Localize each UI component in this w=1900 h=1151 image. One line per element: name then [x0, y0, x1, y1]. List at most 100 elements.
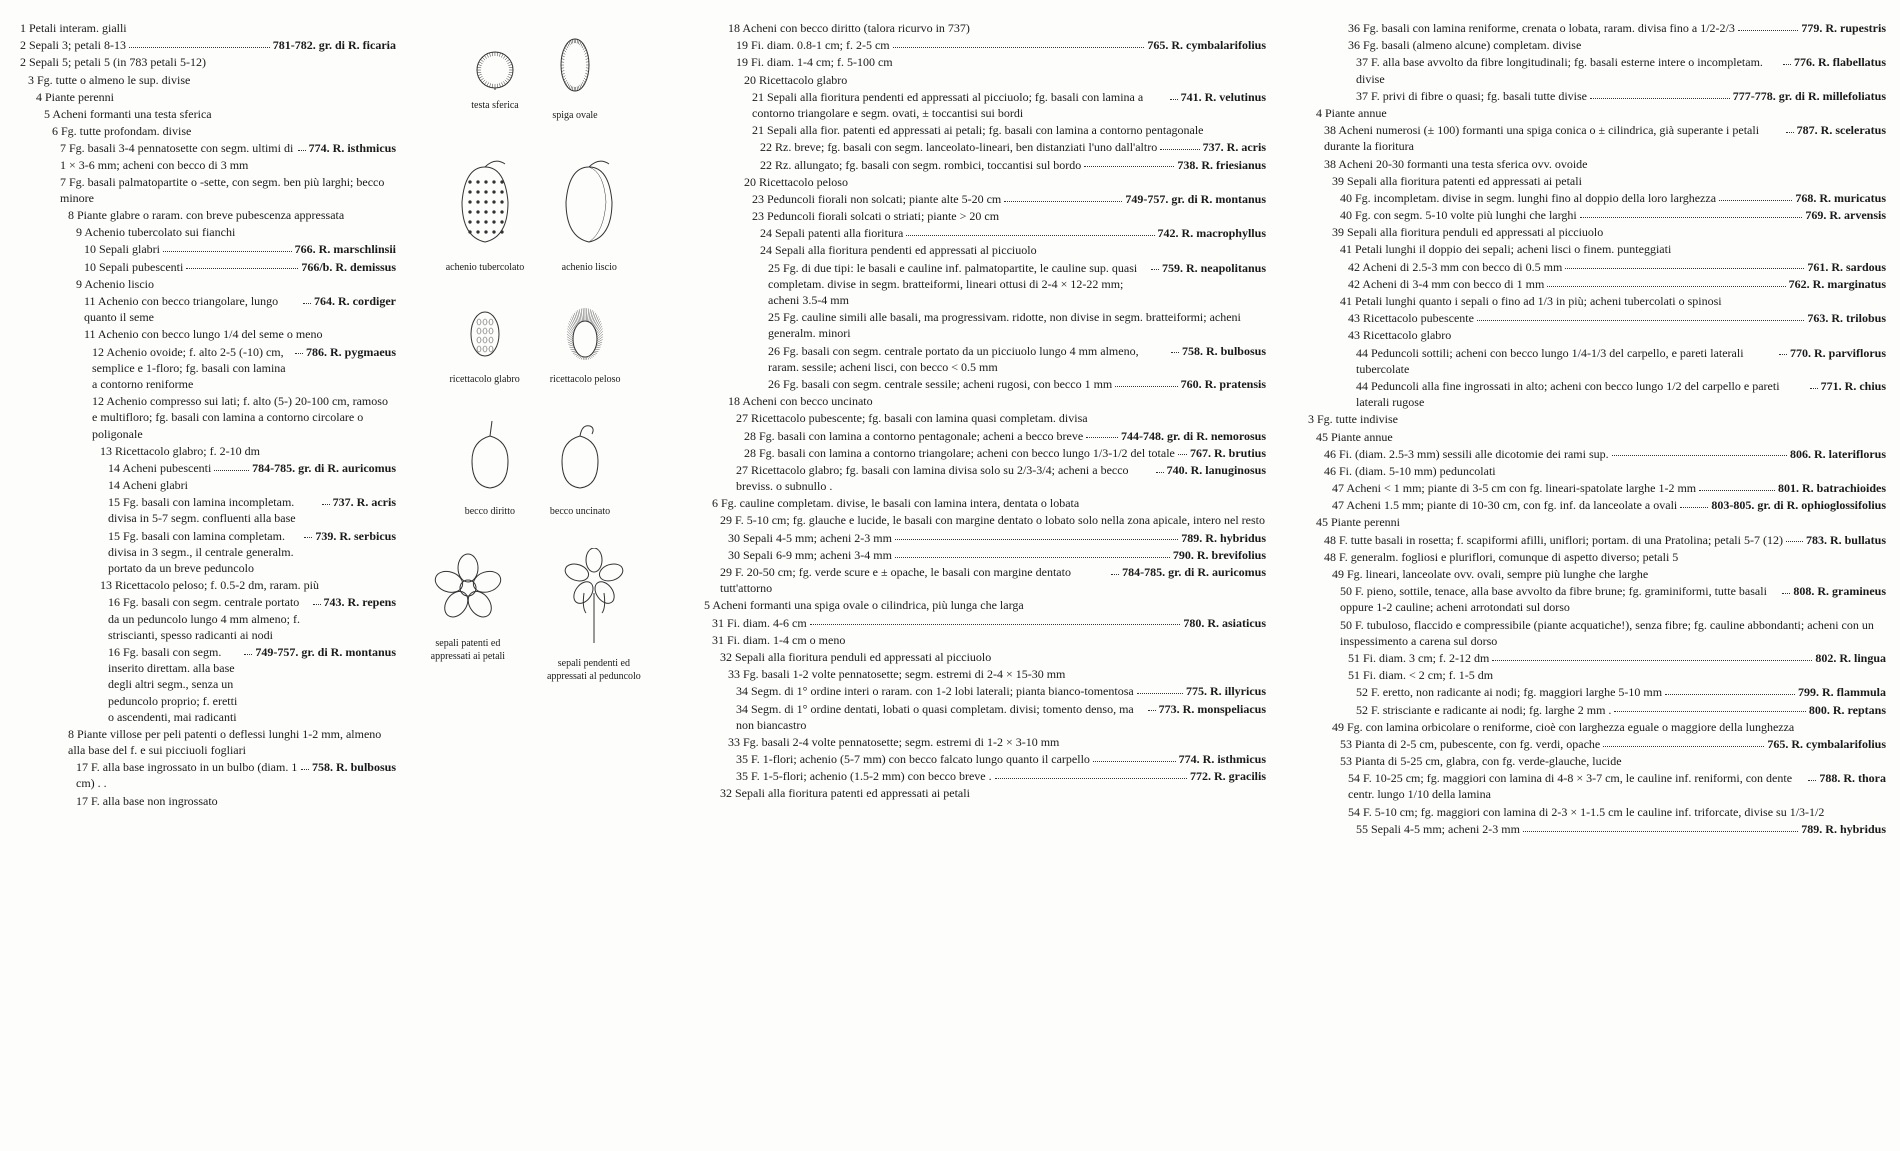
key-text: 13 Ricettacolo peloso; f. 0.5-2 dm, rara… — [100, 577, 319, 593]
key-text: 17 F. alla base ingrossato in un bulbo (… — [76, 759, 298, 791]
leader-dots — [1547, 276, 1785, 287]
key-entry: 20 Ricettacolo peloso — [674, 174, 1266, 190]
key-entry: 37 F. privi di fibre o quasi; fg. basali… — [1294, 88, 1886, 104]
species-name: 774. R. isthmicus — [309, 140, 396, 156]
species-name: 740. R. lanuginosus — [1167, 462, 1266, 478]
key-entry: 3 Fg. tutte o almeno le sup. divise — [14, 72, 396, 88]
illustration-item: sepali patenti ed appressati ai petali — [424, 548, 512, 684]
key-text: 51 Fi. diam. < 2 cm; f. 1-5 dm — [1348, 667, 1493, 683]
key-text: 26 Fg. basali con segm. centrale portato… — [768, 343, 1168, 375]
leader-dots — [322, 494, 330, 505]
key-text: 37 F. alla base avvolto da fibre longitu… — [1356, 54, 1780, 86]
key-entry: 5 Acheni formanti una spiga ovale o cili… — [674, 597, 1266, 613]
key-entry: 38 Acheni 20-30 formanti una testa sferi… — [1294, 156, 1886, 172]
illustration-caption: achenio tubercolato — [446, 261, 525, 275]
leader-dots — [244, 644, 252, 655]
key-entry: 5 Acheni formanti una testa sferica — [14, 106, 396, 122]
key-entry: 40 Fg. con segm. 5-10 volte più lunghi c… — [1294, 207, 1886, 223]
key-entry: 18 Acheni con becco diritto (talora ricu… — [674, 20, 1266, 36]
leader-dots — [1782, 583, 1790, 594]
leader-dots — [1086, 428, 1118, 439]
key-text: 32 Sepali alla fioritura patenti ed appr… — [720, 785, 970, 801]
key-text: 51 Fi. diam. 3 cm; f. 2-12 dm — [1348, 650, 1489, 666]
key-text: 12 Achenio compresso sui lati; f. alto (… — [92, 393, 396, 442]
key-text: 22 Rz. allungato; fg. basali con segm. r… — [760, 157, 1081, 173]
leader-dots — [1523, 821, 1798, 832]
key-text: 49 Fg. con lamina orbicolare o reniforme… — [1332, 719, 1794, 735]
key-text: 18 Acheni con becco uncinato — [728, 393, 873, 409]
key-text: 23 Peduncoli fiorali non solcati; piante… — [752, 191, 1001, 207]
key-text: 54 F. 10-25 cm; fg. maggiori con lamina … — [1348, 770, 1805, 802]
illustration-item: achenio liscio — [554, 152, 624, 274]
key-text: 27 Ricettacolo pubescente; fg. basali co… — [736, 410, 1088, 426]
leader-dots — [895, 530, 1178, 541]
key-text: 31 Fi. diam. 4-6 cm — [712, 615, 807, 631]
illustration-caption: ricettacolo glabro — [449, 373, 519, 387]
key-text: 52 F. strisciante e radicante ai nodi; f… — [1356, 702, 1611, 718]
key-column-3: 36 Fg. basali con lamina reniforme, cren… — [1280, 0, 1900, 1151]
leader-dots — [313, 594, 321, 605]
key-entry: 28 Fg. basali con lamina a contorno tria… — [674, 445, 1266, 461]
species-name: 787. R. sceleratus — [1797, 122, 1886, 138]
key-entry: 55 Sepali 4-5 mm; acheni 2-3 mm789. R. h… — [1294, 821, 1886, 837]
key-text: 48 F. tutte basali in rosetta; f. scapif… — [1324, 532, 1783, 548]
key-column-2: 18 Acheni con becco diritto (talora ricu… — [660, 0, 1280, 1151]
leader-dots — [1093, 751, 1176, 762]
key-entry: 31 Fi. diam. 1-4 cm o meno — [674, 632, 1266, 648]
key-text: 43 Ricettacolo glabro — [1348, 327, 1451, 343]
species-name: 758. R. bulbosus — [1182, 343, 1266, 359]
key-text: 47 Acheni 1.5 mm; piante di 10-30 cm, co… — [1332, 497, 1677, 513]
species-name: 766. R. marschlinsii — [295, 241, 396, 257]
leader-dots — [1580, 207, 1803, 218]
leader-dots — [1156, 462, 1164, 473]
illustration-item: spiga ovale — [550, 30, 600, 122]
key-entry: 45 Piante perenni — [1294, 514, 1886, 530]
beak-s-icon — [460, 416, 520, 501]
key-entry: 24 Sepali alla fioritura pendenti ed app… — [674, 242, 1266, 258]
illustration-caption: ricettacolo peloso — [550, 373, 621, 387]
species-name: 765. R. cymbalarifolius — [1147, 37, 1266, 53]
key-text: 36 Fg. basali (almeno alcune) completam.… — [1348, 37, 1581, 53]
leader-dots — [298, 140, 306, 151]
species-name: 808. R. gramineus — [1793, 583, 1886, 599]
key-text: 19 Fi. diam. 1-4 cm; f. 5-100 cm — [736, 54, 893, 70]
key-text: 9 Achenio tubercolato sui fianchi — [76, 224, 235, 240]
key-text: 15 Fg. basali con lamina completam. divi… — [108, 528, 301, 577]
leader-dots — [163, 241, 292, 252]
key-entry: 54 F. 10-25 cm; fg. maggiori con lamina … — [1294, 770, 1886, 802]
key-text: 11 Achenio con becco triangolare, lungo … — [84, 293, 300, 325]
key-text: 47 Acheni < 1 mm; piante di 3-5 cm con f… — [1332, 480, 1696, 496]
key-entry: 29 F. 5-10 cm; fg. glauche e lucide, le … — [674, 512, 1266, 528]
key-text: 45 Piante annue — [1316, 429, 1393, 445]
leader-dots — [1738, 20, 1798, 31]
leader-dots — [214, 460, 249, 471]
key-text: 40 Fg. con segm. 5-10 volte più lunghi c… — [1340, 207, 1577, 223]
leader-dots — [1719, 190, 1792, 201]
leader-dots — [1084, 157, 1174, 168]
species-name: 738. R. friesianus — [1177, 157, 1266, 173]
species-name: 780. R. asiaticus — [1183, 615, 1266, 631]
key-text: 29 F. 5-10 cm; fg. glauche e lucide, le … — [720, 512, 1265, 528]
key-text: 39 Sepali alla fioritura patenti ed appr… — [1332, 173, 1582, 189]
leader-dots — [893, 37, 1145, 48]
key-text: 30 Sepali 4-5 mm; acheni 2-3 mm — [728, 530, 892, 546]
key-entry: 47 Acheni 1.5 mm; piante di 10-30 cm, co… — [1294, 497, 1886, 513]
key-text: 15 Fg. basali con lamina incompletam. di… — [108, 494, 319, 526]
key-entry: 35 F. 1-5-flori; achenio (1.5-2 mm) con … — [674, 768, 1266, 784]
leader-dots — [1808, 770, 1816, 781]
species-name: 739. R. serbicus — [315, 528, 396, 544]
key-entry: 45 Piante annue — [1294, 429, 1886, 445]
key-text: 24 Sepali alla fioritura pendenti ed app… — [760, 242, 1037, 258]
key-text: 38 Acheni 20-30 formanti una testa sferi… — [1324, 156, 1587, 172]
key-entry: 34 Segm. di 1° ordine interi o raram. co… — [674, 683, 1266, 699]
species-name: 770. R. parviflorus — [1790, 345, 1886, 361]
key-entry: 19 Fi. diam. 0.8-1 cm; f. 2-5 cm765. R. … — [674, 37, 1266, 53]
key-entry: 50 F. pieno, sottile, tenace, alla base … — [1294, 583, 1886, 615]
leader-dots — [1151, 260, 1159, 271]
key-text: 7 Fg. basali palmatopartite o -sette, co… — [60, 174, 396, 206]
key-entry: 32 Sepali alla fioritura penduli ed appr… — [674, 649, 1266, 665]
key-text: 20 Ricettacolo peloso — [744, 174, 848, 190]
key-entry: 41 Petali lunghi quanto i sepali o fino … — [1294, 293, 1886, 309]
key-text: 45 Piante perenni — [1316, 514, 1400, 530]
key-text: 30 Sepali 6-9 mm; acheni 3-4 mm — [728, 547, 892, 563]
